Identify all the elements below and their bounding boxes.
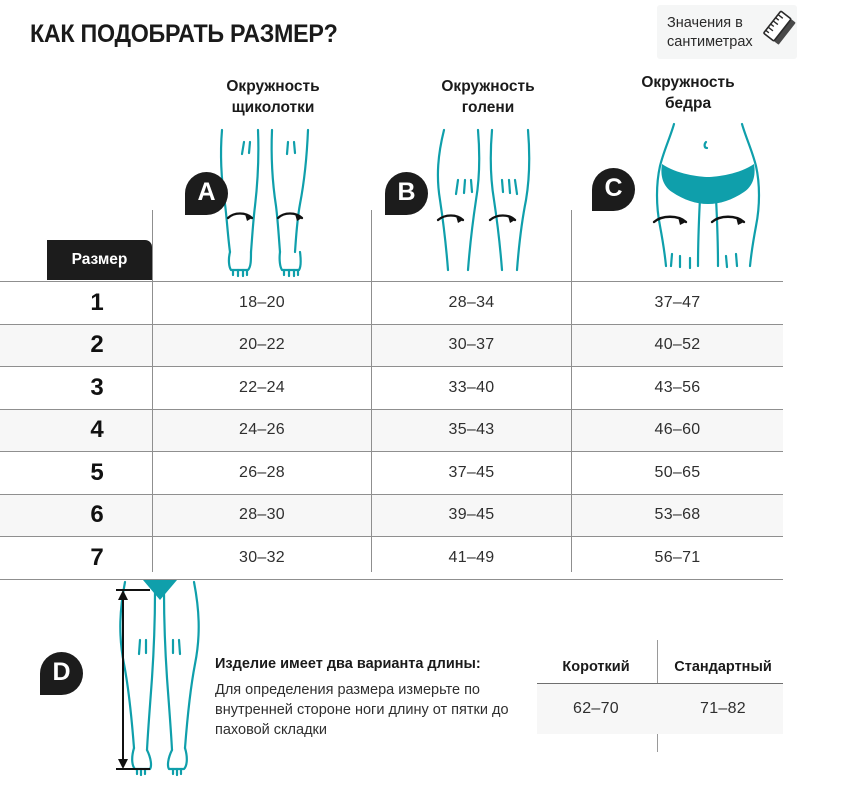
cell-size: 1 — [90, 288, 104, 316]
units-badge-line1: Значения в — [667, 15, 743, 31]
table-row: 1 18–20 28–34 37–47 — [0, 281, 783, 324]
table-row: 2 20–22 30–37 40–52 — [0, 323, 783, 366]
length-value-short: 62–70 — [573, 700, 619, 717]
cell-ankle: 18–20 — [239, 293, 285, 311]
cell-ankle: 30–32 — [239, 548, 285, 566]
cell-ankle: 26–28 — [239, 463, 285, 481]
leg-length-illustration — [116, 580, 200, 777]
letter-badge-d: D — [40, 652, 83, 695]
cell-ankle: 22–24 — [239, 378, 285, 396]
page-title: КАК ПОДОБРАТЬ РАЗМЕР? — [30, 20, 338, 48]
cell-size: 3 — [90, 373, 104, 401]
letter-badge-b: B — [385, 172, 428, 215]
length-table: Короткий Стандартный 62–70 71–82 — [537, 650, 783, 734]
length-table-header-row: Короткий Стандартный — [537, 650, 783, 683]
column-header-ankle-line1: Окружность — [226, 78, 320, 95]
cell-thigh: 56–71 — [654, 548, 701, 566]
ruler-icon — [763, 10, 796, 45]
column-header-calf-line1: Окружность — [441, 78, 535, 95]
measurement-arrowheads — [118, 590, 128, 769]
column-header-calf-line2: голени — [461, 99, 515, 116]
cell-size: 6 — [90, 501, 104, 529]
cell-size: 5 — [90, 458, 104, 486]
swimwear-shape — [661, 164, 755, 204]
units-badge-line2: сантиметрах — [667, 34, 753, 50]
cell-thigh: 53–68 — [654, 506, 701, 524]
length-value-standard: 71–82 — [700, 700, 746, 717]
length-note-body: Для определения размера измерьте по внут… — [215, 682, 509, 738]
cell-thigh: 40–52 — [654, 336, 701, 354]
cell-thigh: 46–60 — [654, 421, 701, 439]
column-divider-1 — [152, 210, 154, 572]
letter-badge-c: C — [592, 168, 635, 211]
column-header-ankle-line2: щиколотки — [231, 99, 315, 116]
size-column-header-label: Размер — [71, 251, 128, 268]
calf-legs-illustration — [436, 128, 531, 272]
cell-ankle: 24–26 — [239, 421, 285, 439]
size-table: 1 18–20 28–34 37–47 2 20–22 30–37 40–52 … — [0, 281, 783, 580]
column-header-thigh-line1: Окружность — [641, 74, 735, 91]
cell-calf: 39–45 — [448, 506, 495, 524]
table-row: 3 22–24 33–40 43–56 — [0, 366, 783, 409]
column-divider-3 — [571, 210, 573, 572]
column-header-thigh-line2: бедра — [664, 95, 712, 112]
column-divider-2 — [371, 210, 373, 572]
letter-badge-a: A — [185, 172, 228, 215]
column-header-thigh: Окружность бедра — [578, 72, 798, 114]
cell-size: 7 — [90, 543, 104, 571]
letter-badge-a-label: A — [197, 178, 216, 206]
column-header-calf: Окружность голени — [378, 76, 598, 118]
cell-calf: 28–34 — [448, 293, 495, 311]
cell-calf: 37–45 — [448, 463, 495, 481]
letter-badge-b-label: B — [397, 178, 416, 206]
hips-thigh-illustration — [652, 122, 761, 270]
table-row: 7 30–32 41–49 56–71 — [0, 536, 783, 580]
length-note-title: Изделие имеет два варианта длины: — [215, 656, 481, 672]
cell-size: 2 — [90, 331, 104, 359]
units-badge-label: Значения в сантиметрах — [667, 14, 771, 52]
length-header-standard: Стандартный — [674, 658, 772, 675]
cell-calf: 30–37 — [448, 336, 495, 354]
letter-badge-d-label: D — [52, 658, 71, 686]
cell-thigh: 37–47 — [654, 293, 701, 311]
briefs-shape — [143, 580, 177, 600]
units-badge: Значения в сантиметрах — [657, 5, 797, 59]
size-column-header: Размер — [47, 240, 152, 280]
cell-calf: 33–40 — [448, 378, 495, 396]
cell-thigh: 43–56 — [654, 378, 701, 396]
letter-badge-c-label: C — [604, 174, 623, 202]
table-row: 6 28–30 39–45 53–68 — [0, 493, 783, 536]
table-row: 4 24–26 35–43 46–60 — [0, 408, 783, 451]
measurement-guides — [116, 589, 150, 770]
length-note: Изделие имеет два варианта длины: Для оп… — [215, 656, 515, 740]
cell-size: 4 — [90, 416, 104, 444]
table-row: 5 26–28 37–45 50–65 — [0, 451, 783, 494]
cell-ankle: 28–30 — [239, 506, 285, 524]
cell-thigh: 50–65 — [654, 463, 701, 481]
length-header-short: Короткий — [562, 658, 630, 675]
cell-calf: 35–43 — [448, 421, 495, 439]
cell-ankle: 20–22 — [239, 336, 285, 354]
column-header-ankle: Окружность щиколотки — [158, 76, 388, 118]
cell-calf: 41–49 — [448, 548, 495, 566]
length-table-value-row: 62–70 71–82 — [537, 683, 783, 734]
